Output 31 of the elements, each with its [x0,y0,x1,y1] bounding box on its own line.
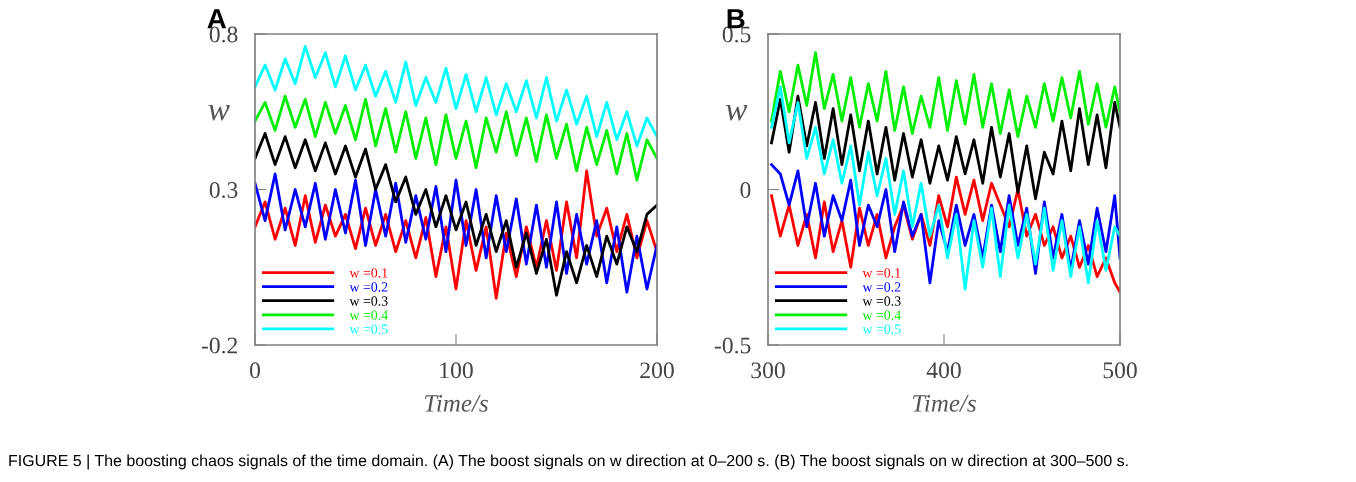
x-tick-label: 300 [751,362,785,379]
line-series [770,51,1120,139]
y-tick-label: -0.2 [201,337,238,354]
x-tick-label: 400 [926,362,961,379]
y-tick-label: -0.5 [714,337,751,354]
x-tick-label: 100 [440,362,473,379]
y-tick-label: 0 [740,181,751,198]
y-axis-title: w [208,104,230,121]
x-axis-title: Time/s [912,394,976,412]
legend-label: w =0.5 [862,324,901,334]
legend-label: w =0.2 [862,282,901,292]
y-axis-title: w [726,104,748,121]
x-tick-label: 500 [1103,362,1137,379]
line-series [255,132,657,297]
legend-label: w =0.2 [349,282,388,292]
x-tick-label: 200 [640,362,674,379]
legend-label: w =0.4 [349,310,388,320]
legend-label: w =0.1 [349,268,388,278]
caption: FIGURE 5 | The boosting chaos signals of the time domain. (A) The boost signals on w direction at 0–200 s. (B) The boost signals on w direction at 300–500 s. [9,454,1128,470]
line-series [255,45,657,148]
x-axis-title: Time/s [424,394,488,412]
legend-label: w =0.1 [862,268,901,278]
line-series [770,94,1120,201]
legend-label: w =0.5 [349,324,388,334]
legend-label: w =0.3 [862,296,901,306]
x-tick-label: 0 [250,362,260,379]
legend-label: w =0.3 [349,296,388,306]
legend-label: w =0.4 [862,310,901,320]
y-tick-label: 0.3 [209,181,238,199]
line-series [770,85,1120,291]
line-series [255,94,657,182]
